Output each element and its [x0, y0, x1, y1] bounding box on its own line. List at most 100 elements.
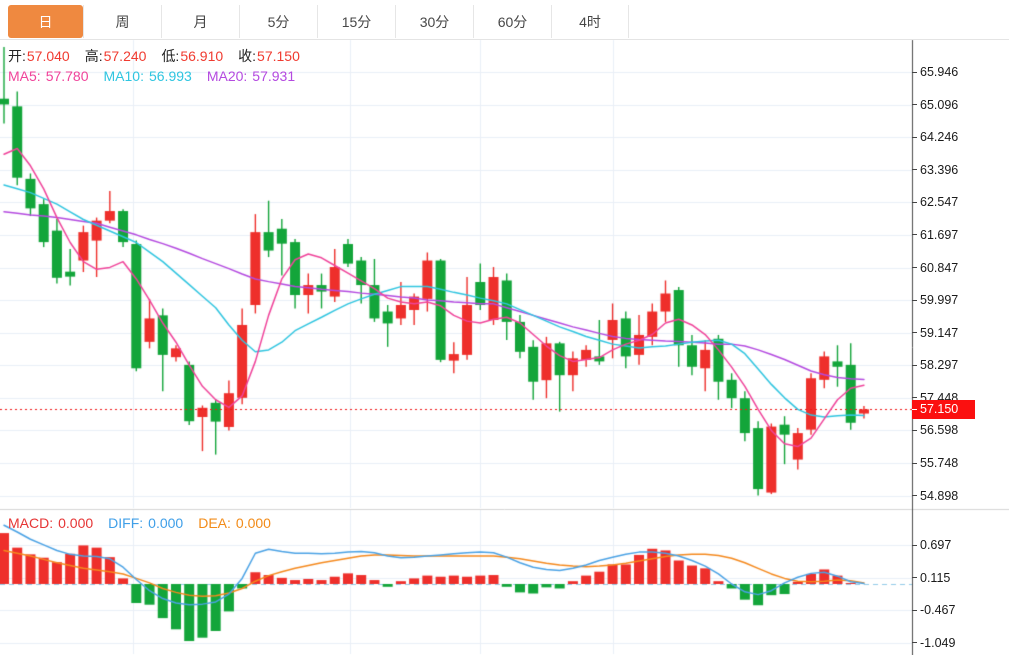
y-axis-label: 60.847	[912, 260, 958, 276]
timeframe-tabbar: 日 周月 5分 15分 30分 60分 4时	[0, 0, 1009, 40]
axis-tick-icon	[912, 201, 917, 203]
axis-label-text: 62.547	[920, 195, 959, 210]
axis-label-text: 61.697	[920, 227, 959, 242]
indicator-value: 0.000	[235, 515, 271, 531]
y-axis-label: -0.467	[912, 602, 955, 618]
y-axis-label: 58.297	[912, 357, 958, 373]
axis-label-text: 0.697	[920, 538, 952, 553]
axis-label-text: 65.096	[920, 97, 959, 112]
axis-tick-icon	[912, 332, 917, 334]
tab-timeframe-5[interactable]: 30分	[395, 5, 473, 38]
indicator-value: 56.993	[148, 68, 192, 84]
y-axis-label: 56.598	[912, 422, 958, 438]
tab-timeframe-7[interactable]: 4时	[551, 5, 629, 38]
tab-daily[interactable]: 日	[8, 5, 83, 38]
axis-label-text: -0.467	[920, 603, 956, 618]
axis-label-text: -1.049	[920, 635, 956, 650]
y-axis-label: -1.049	[912, 635, 955, 651]
axis-tick-icon	[912, 169, 917, 171]
indicator-group: 低:56.910	[161, 48, 223, 64]
indicator-value: 0.000	[58, 515, 94, 531]
axis-label-text: 60.847	[920, 260, 959, 275]
tab-timeframe-1[interactable]: 周	[83, 5, 161, 38]
indicator-label: MA5:	[8, 68, 41, 84]
y-axis-label: 62.547	[912, 194, 958, 210]
indicator-value: 57.931	[252, 68, 296, 84]
y-axis-label: 63.396	[912, 162, 958, 178]
tab-timeframe-6[interactable]: 60分	[473, 5, 551, 38]
tab-timeframe-3[interactable]: 5分	[239, 5, 317, 38]
y-axis-label: 0.115	[912, 570, 950, 586]
axis-label-text: 58.297	[920, 358, 959, 373]
indicator-label: MA10:	[103, 68, 144, 84]
axis-tick-icon	[912, 408, 917, 410]
y-axis-label: 64.246	[912, 129, 958, 145]
axis-label-text: 59.997	[920, 293, 959, 308]
indicator-value: 57.150	[257, 48, 300, 64]
axis-label-text: 54.898	[920, 488, 959, 503]
axis-tick-icon	[912, 577, 917, 579]
indicator-label: 开:	[8, 48, 26, 64]
axis-label-text: 56.598	[920, 423, 959, 438]
y-axis-label: 59.997	[912, 292, 958, 308]
indicator-label: 收:	[238, 48, 257, 64]
indicator-group: DIFF: 0.000	[108, 515, 183, 531]
timeframe-tabs: 周月 5分 15分 30分 60分 4时	[83, 5, 629, 38]
axis-label-text: 0.115	[920, 570, 951, 585]
macd-readout: MACD: 0.000 DIFF: 0.000 DEA: 0.000	[8, 514, 286, 532]
axis-tick-icon	[912, 364, 917, 366]
indicator-group: MA20: 57.931	[207, 68, 295, 84]
indicator-label: DIFF:	[108, 515, 144, 531]
indicator-value: 56.910	[180, 48, 224, 64]
y-axis-label: 61.697	[912, 227, 958, 243]
indicator-label: MACD:	[8, 515, 54, 531]
indicator-label: 低:	[161, 48, 180, 64]
tab-timeframe-2[interactable]: 月	[161, 5, 239, 38]
indicator-group: MA10: 56.993	[104, 68, 192, 84]
axis-tick-icon	[912, 267, 917, 269]
indicator-group: DEA: 0.000	[198, 515, 271, 531]
axis-tick-icon	[912, 397, 917, 399]
last-price-badge: 57.150	[912, 399, 975, 419]
y-axis-label: 54.898	[912, 488, 958, 504]
y-axis-label: 65.096	[912, 97, 958, 113]
indicator-label: DEA:	[198, 515, 231, 531]
indicator-value: 0.000	[148, 515, 184, 531]
axis-label-text: 59.147	[920, 325, 959, 340]
axis-tick-icon	[912, 462, 917, 464]
axis-tick-icon	[912, 136, 917, 138]
indicator-group: 高:57.240	[85, 48, 147, 64]
indicator-value: 57.780	[45, 68, 89, 84]
indicator-value: 57.040	[26, 48, 70, 64]
axis-label-text: 64.246	[920, 130, 959, 145]
axis-tick-icon	[912, 609, 917, 611]
indicator-label: 高:	[84, 48, 103, 64]
y-axis-label: 59.147	[912, 325, 958, 341]
axis-label-text: 65.946	[920, 65, 959, 79]
indicator-group: MA5: 57.780	[8, 68, 89, 84]
axis-tick-icon	[912, 495, 917, 497]
indicator-group: MACD: 0.000	[8, 515, 93, 531]
indicator-label: MA20:	[206, 68, 248, 84]
indicator-value: 57.240	[103, 48, 147, 64]
y-axis-label: 65.946	[912, 64, 958, 80]
axis-label-text: 63.396	[920, 162, 959, 177]
axis-tick-icon	[912, 642, 917, 644]
ohlc-readout: 开:57.040 高:57.240 低:56.910 收:57.150	[8, 47, 315, 65]
axis-tick-icon	[912, 71, 917, 73]
ma-readout: MA5: 57.780 MA10: 56.993 MA20: 57.931	[8, 67, 310, 85]
indicator-group: 开:57.040	[8, 48, 70, 64]
y-axis-label: 55.748	[912, 455, 958, 471]
axis-tick-icon	[912, 104, 917, 106]
axis-tick-icon	[912, 234, 917, 236]
tab-timeframe-4[interactable]: 15分	[317, 5, 395, 38]
indicator-group: 收:57.150	[238, 48, 300, 64]
axis-tick-icon	[912, 429, 917, 431]
last-price-value: 57.150	[920, 402, 959, 417]
axis-tick-icon	[912, 544, 917, 546]
axis-label-text: 55.748	[920, 456, 959, 471]
axis-tick-icon	[912, 299, 917, 301]
y-axis-label: 0.697	[912, 537, 951, 553]
